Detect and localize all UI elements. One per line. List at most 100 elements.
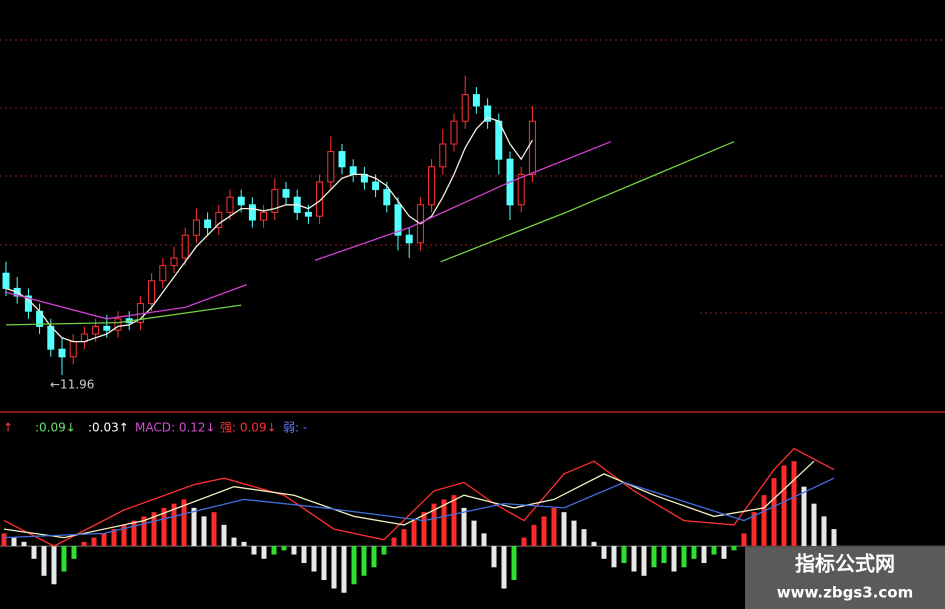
macd-bar: [501, 546, 507, 589]
candle-body: [528, 120, 536, 175]
macd-bar: [551, 507, 557, 547]
macd-bar: [701, 546, 707, 564]
indicator-line: [5, 141, 612, 320]
macd-bar: [591, 541, 597, 547]
macd-bar: [241, 541, 247, 547]
macd-bar: [351, 546, 357, 585]
indicator-label: ↑: [3, 421, 13, 435]
macd-bar: [51, 546, 57, 585]
candle-body: [282, 189, 290, 198]
macd-bar: [531, 524, 537, 547]
macd-bar: [421, 512, 427, 547]
macd-bar: [691, 546, 697, 559]
macd-bar: [191, 507, 197, 547]
macd-bar: [231, 537, 237, 547]
macd-bar: [111, 529, 117, 547]
candle-body: [260, 211, 268, 221]
price-grid: [0, 39, 945, 314]
macd-bar: [311, 546, 317, 572]
candle-body: [316, 181, 324, 217]
watermark-box: [745, 547, 945, 609]
macd-bar: [281, 546, 287, 551]
macd-bar: [181, 499, 187, 547]
macd-bar: [451, 495, 457, 547]
macd-bar: [431, 503, 437, 547]
watermark: 指标公式网 www.zbgs3.com: [745, 547, 945, 609]
watermark-title: 指标公式网: [795, 552, 895, 576]
macd-bar: [441, 499, 447, 547]
candle-body: [181, 234, 189, 259]
price-panel: ←11.96: [2, 75, 735, 392]
macd-bar: [141, 516, 147, 547]
macd-bar: [391, 537, 397, 547]
macd-bar: [491, 546, 497, 568]
candle-body: [405, 234, 413, 244]
macd-bar: [171, 503, 177, 547]
macd-bar: [581, 529, 587, 547]
macd-bar: [261, 546, 267, 559]
macd-bar: [101, 533, 107, 547]
candle-body: [237, 196, 245, 206]
macd-bar: [1, 533, 7, 547]
macd-bar: [481, 533, 487, 547]
macd-bar: [61, 546, 67, 572]
candle-body: [484, 105, 492, 122]
candle-body: [69, 341, 77, 358]
indicator-label: :0.09↓: [35, 421, 76, 435]
candle-body: [327, 151, 335, 183]
macd-bar: [461, 507, 467, 547]
macd-bar: [221, 524, 227, 547]
macd-bar: [271, 546, 277, 555]
candle-body: [47, 325, 55, 350]
candle-body: [472, 94, 480, 107]
candle-body: [517, 173, 525, 206]
macd-bar: [671, 546, 677, 572]
macd-bar: [631, 546, 637, 572]
macd-bar: [801, 486, 807, 547]
macd-bar: [721, 546, 727, 559]
macd-bar: [21, 541, 27, 547]
macd-bar: [821, 516, 827, 547]
macd-bar: [301, 546, 307, 564]
macd-bar: [321, 546, 327, 581]
macd-bar: [641, 546, 647, 576]
macd-bar: [291, 546, 297, 555]
macd-bar: [371, 546, 377, 568]
indicator-label: 强: 0.09↓: [220, 421, 277, 435]
macd-bar: [711, 546, 717, 555]
candle-body: [103, 325, 111, 331]
macd-bar: [411, 520, 417, 547]
macd-bar: [791, 461, 797, 547]
macd-bar: [161, 507, 167, 547]
indicator-line: [3, 460, 815, 539]
macd-bar: [401, 529, 407, 547]
macd-bar: [661, 546, 667, 564]
indicator-line: [3, 477, 835, 539]
candle-body: [192, 219, 200, 236]
macd-bar: [251, 546, 257, 555]
macd-bar: [331, 546, 337, 589]
macd-bar: [651, 546, 657, 568]
macd-bar: [571, 520, 577, 547]
macd-bar: [741, 533, 747, 547]
candle-body: [92, 325, 100, 335]
macd-bar: [361, 546, 367, 576]
macd-bar: [71, 546, 77, 559]
candle-body: [428, 166, 436, 206]
candle-body: [159, 265, 167, 282]
macd-bar: [31, 546, 37, 559]
macd-bar: [751, 512, 757, 547]
macd-bar: [471, 520, 477, 547]
candle-body: [215, 211, 223, 229]
indicator-label: 弱: -: [283, 421, 307, 435]
price-annotation: ←11.96: [50, 378, 94, 392]
candle-body: [304, 211, 312, 217]
candle-body: [204, 219, 212, 229]
candle-body: [148, 280, 156, 305]
macd-bar: [771, 478, 777, 547]
candle-body: [2, 272, 10, 289]
indicator-label: :0.03↑: [88, 421, 129, 435]
candle-body: [58, 348, 66, 358]
macd-bar: [611, 546, 617, 568]
